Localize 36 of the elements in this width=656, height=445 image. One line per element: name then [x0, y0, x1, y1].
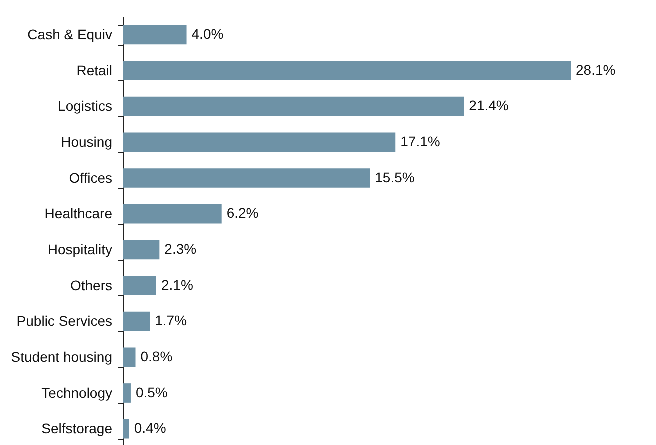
bar	[123, 348, 136, 368]
bar	[123, 312, 150, 332]
y-tick-label: Public Services	[16, 313, 112, 330]
bar	[123, 384, 131, 403]
y-tick-label: Healthcare	[44, 206, 113, 222]
data-label: 21.4%	[469, 98, 509, 114]
bar	[123, 276, 156, 296]
y-tick-label: Offices	[69, 170, 112, 186]
bar	[123, 204, 222, 224]
bar	[123, 419, 130, 439]
y-tick-label: Others	[70, 277, 112, 294]
y-tick-label: Logistics	[58, 98, 112, 114]
y-tick-label: Cash & Equiv	[28, 26, 112, 42]
data-label: 2.3%	[164, 240, 197, 257]
data-label: 0.4%	[134, 420, 166, 436]
bar	[123, 61, 571, 80]
data-label: 15.5%	[375, 169, 415, 186]
bar	[123, 168, 370, 188]
bar	[123, 132, 396, 152]
y-tick-label: Selfstorage	[42, 420, 113, 437]
data-label: 4.0%	[192, 26, 224, 42]
y-tick-label: Housing	[61, 134, 112, 150]
y-tick-label: Retail	[76, 62, 112, 78]
data-label: 0.5%	[136, 384, 168, 400]
bar	[123, 96, 464, 116]
y-tick-label: Technology	[42, 384, 112, 401]
y-tick-label: Student housing	[11, 348, 112, 365]
y-tick-label: Hospitality	[48, 241, 112, 258]
data-label: 17.1%	[400, 133, 440, 150]
data-label: 28.1%	[576, 62, 616, 78]
data-label: 0.8%	[140, 348, 173, 364]
data-label: 2.1%	[161, 276, 194, 293]
data-label: 1.7%	[155, 312, 188, 329]
bar	[123, 25, 187, 45]
bar	[123, 240, 160, 260]
data-label: 6.2%	[226, 205, 259, 222]
